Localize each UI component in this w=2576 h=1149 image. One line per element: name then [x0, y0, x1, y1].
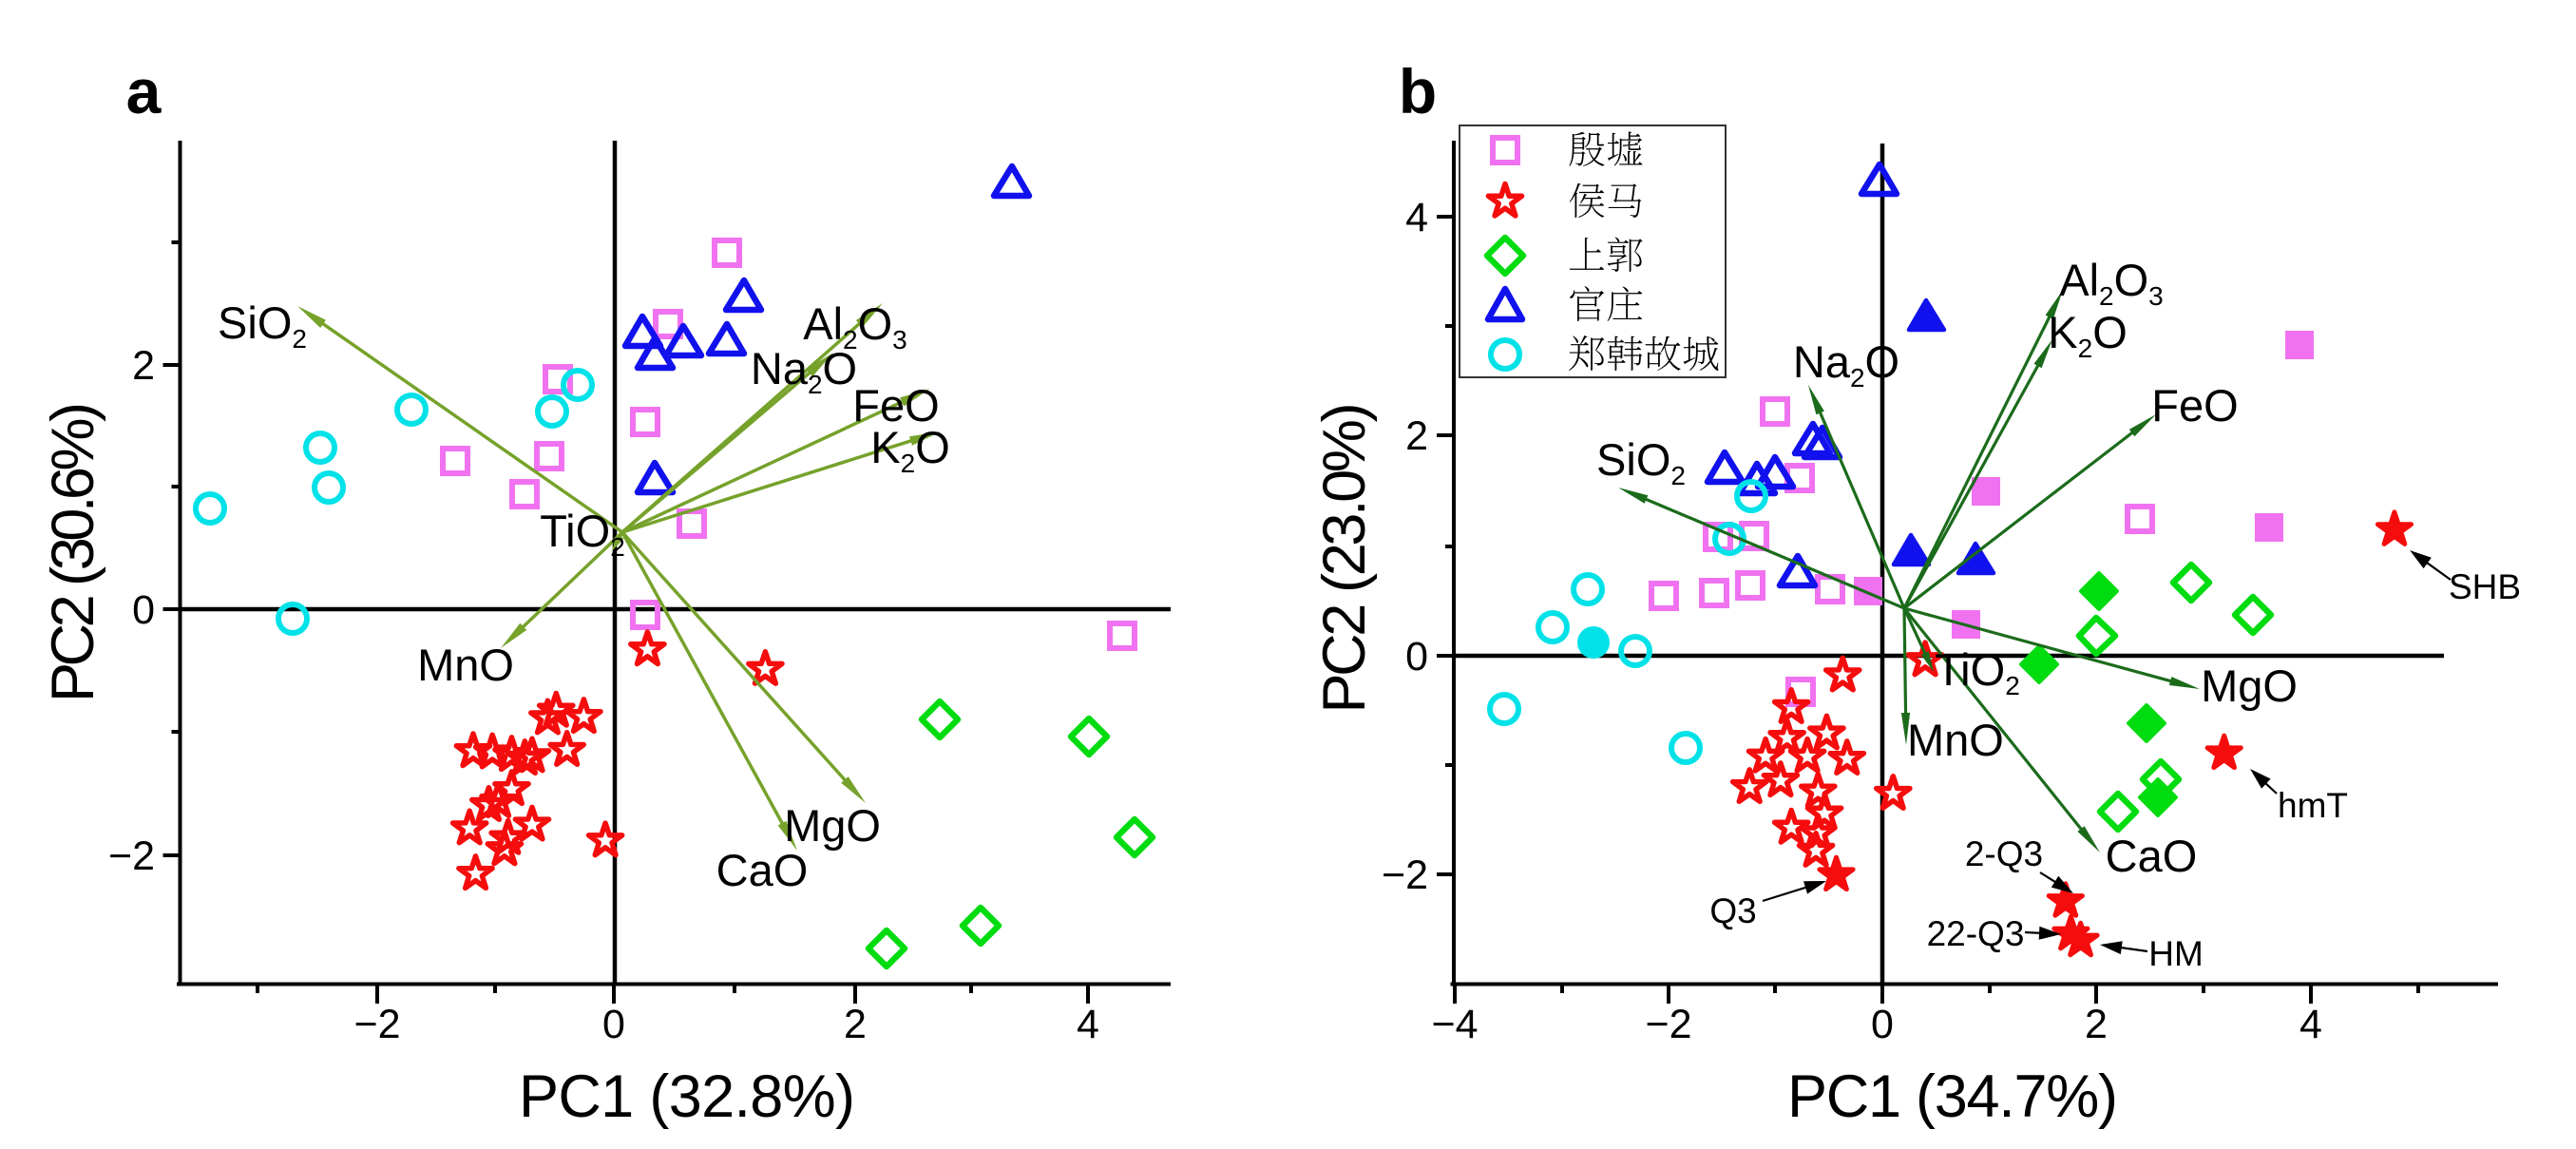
svg-text:−2: −2	[1382, 852, 1428, 898]
svg-text:22-Q3: 22-Q3	[1927, 914, 2025, 953]
svg-text:FeO: FeO	[2151, 380, 2238, 431]
svg-text:SiO2: SiO2	[218, 297, 307, 354]
svg-text:TiO2: TiO2	[540, 506, 625, 562]
svg-text:Na2 O: Na2 O	[751, 343, 857, 399]
svg-text:2: 2	[2085, 1002, 2108, 1047]
svg-text:SiO2: SiO2	[1596, 434, 1686, 490]
svg-text:−2: −2	[1645, 1002, 1691, 1047]
svg-text:PC1 (32.8%): PC1 (32.8%)	[519, 1063, 855, 1130]
svg-text:2-Q3: 2-Q3	[1965, 834, 2043, 873]
svg-text:FeO: FeO	[852, 380, 939, 431]
svg-text:Al2 O3: Al2 O3	[2059, 255, 2164, 311]
svg-text:Na2 O: Na2 O	[1793, 336, 1899, 393]
svg-text:CaO: CaO	[2106, 831, 2198, 881]
svg-text:TiO2: TiO2	[1935, 644, 2020, 700]
svg-text:0: 0	[602, 1002, 625, 1047]
svg-text:2: 2	[132, 343, 155, 389]
svg-text:CaO: CaO	[716, 845, 809, 895]
svg-text:hmT: hmT	[2278, 786, 2348, 825]
svg-text:4: 4	[2299, 1002, 2322, 1047]
svg-text:2: 2	[844, 1002, 867, 1047]
svg-text:MgO: MgO	[784, 800, 881, 851]
svg-text:PC1 (34.7%): PC1 (34.7%)	[1787, 1063, 2118, 1130]
svg-text:2: 2	[1405, 413, 1428, 459]
svg-text:MnO: MnO	[1907, 715, 2004, 765]
svg-text:−4: −4	[1431, 1002, 1478, 1047]
svg-text:−2: −2	[353, 1002, 400, 1047]
svg-text:MnO: MnO	[417, 640, 514, 690]
svg-text:a: a	[126, 56, 162, 126]
svg-text:Q3: Q3	[1709, 891, 1756, 930]
svg-text:4: 4	[1405, 195, 1428, 240]
svg-text:4: 4	[1077, 1002, 1099, 1047]
svg-text:0: 0	[1405, 634, 1428, 680]
svg-text:−2: −2	[108, 833, 155, 879]
svg-text:MgO: MgO	[2201, 661, 2298, 711]
svg-text:Al2 O3: Al2 O3	[803, 298, 907, 354]
svg-text:K2 O: K2 O	[870, 422, 950, 478]
svg-text:0: 0	[132, 587, 155, 633]
svg-text:HM: HM	[2148, 934, 2204, 973]
svg-text:K2 O: K2 O	[2048, 307, 2128, 363]
svg-text:PC2 (30.6%): PC2 (30.6%)	[40, 402, 106, 702]
svg-text:0: 0	[1871, 1002, 1894, 1047]
svg-text:b: b	[1399, 56, 1437, 126]
svg-text:PC2 (23.0%): PC2 (23.0%)	[1311, 403, 1378, 714]
svg-text:SHB: SHB	[2449, 567, 2521, 606]
